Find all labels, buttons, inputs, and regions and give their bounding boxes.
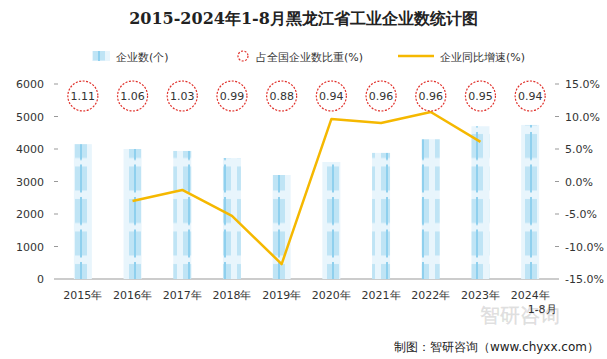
y-tick-label: 1000 [16,241,44,254]
watermark: 智研咨询 [479,303,560,327]
y-tick [54,279,58,280]
legend-swatch [92,51,110,61]
x-tick-line: 2017年 [163,289,202,302]
y-tick-label: 0 [37,273,44,286]
x-tick-line: 1-8月 [528,303,557,316]
y-tick-label: 3000 [16,176,44,189]
x-tick-label: 2023年 [461,289,500,302]
x-tick-line: 2018年 [212,289,251,302]
ratio-circle [465,81,495,111]
x-tick-label: 2016年 [113,289,152,302]
y2-tick [555,246,559,247]
ratio-label: 0.96 [419,90,444,103]
bar [322,162,340,279]
y-tick [54,214,58,215]
bar [223,158,241,279]
x-tick-label: 2019年 [262,289,301,302]
bar [74,144,92,279]
ratio-circle [366,81,396,111]
x-tick-line: 2019年 [262,289,301,302]
y2-tick-label: -15.0% [565,273,604,286]
y2-tick-label: 0.0% [565,176,593,189]
y2-tick [555,116,559,117]
x-tick-line: 2021年 [362,289,401,302]
ratio-circle [267,81,297,111]
legend: 企业数(个) 占全国企业数比重(%) 企业同比增速(%) [92,51,525,64]
legend-label: 企业数(个) [116,51,169,64]
y-tick [54,181,58,182]
y-tick-label: 4000 [16,143,44,156]
ratio-circle [118,81,148,111]
growth-line [133,112,481,264]
ratio-label: 1.11 [71,90,96,103]
x-tick-line: 2020年 [312,289,351,302]
y-tick [54,246,58,247]
x-tick-line: 2023年 [461,289,500,302]
y2-tick-label: 15.0% [565,78,600,91]
y-tick [54,149,58,150]
x-tick-label: 2015年 [63,289,102,302]
x-tick-label: 2021年 [362,289,401,302]
ratio-circle [167,81,197,111]
ratio-label: 0.99 [220,90,245,103]
bar [521,125,539,279]
x-tick-label: 2024年1-8月 [511,289,557,316]
ratio-circle [416,81,446,111]
ratio-circle [316,81,346,111]
y-tick-label: 6000 [16,78,44,91]
legend-label: 企业同比增速(%) [440,51,525,64]
bar [372,153,390,279]
y2-tick [555,181,559,182]
legend-label: 占全国企业数比重(%) [256,51,363,64]
ratio-circle [515,81,545,111]
x-tick-line: 2016年 [113,289,152,302]
chart: 2015-2024年1-8月黑龙江省工业企业数统计图智研咨询 企业数(个) 占全国企… [0,0,607,359]
title: 2015-2024年1-8月黑龙江省工业企业数统计图 [129,9,478,28]
x-tick-line: 2024年 [511,289,550,302]
ratio-label: 1.06 [120,90,145,103]
y2-tick [555,214,559,215]
x-tick-label: 2018年 [212,289,251,302]
x-tick-label: 2022年 [411,289,450,302]
legend-swatch [398,55,434,58]
y2-tick-label: -10.0% [565,241,604,254]
y2-tick [555,149,559,150]
y-tick-label: 5000 [16,111,44,124]
y2-tick-label: -5.0% [565,208,597,221]
ratio-circle [68,81,98,111]
ratio-label: 0.95 [468,90,493,103]
source: 制图：智研咨询（www.chyxx.com） [394,340,599,354]
y-tick [54,116,58,117]
plot-area [74,112,539,279]
bar [124,149,142,279]
x-tick-line: 2015年 [63,289,102,302]
x-tick-line: 2022年 [411,289,450,302]
legend-swatch [238,51,248,61]
ratio-label: 1.03 [170,90,195,103]
y2-tick-label: 5.0% [565,143,593,156]
ratio-label: 0.96 [369,90,394,103]
y2-tick-label: 10.0% [565,111,600,124]
ratio-label: 0.94 [518,90,543,103]
x-tick-label: 2020年 [312,289,351,302]
bar [471,126,489,279]
y-tick-label: 2000 [16,208,44,221]
ratio-label: 0.88 [269,90,294,103]
ratio-circle [217,81,247,111]
ratio-label: 0.94 [319,90,344,103]
y2-tick [555,84,559,85]
y2-tick [555,279,559,280]
bar [422,139,440,279]
y-tick [54,84,58,85]
x-tick-label: 2017年 [163,289,202,302]
bar [173,151,191,279]
